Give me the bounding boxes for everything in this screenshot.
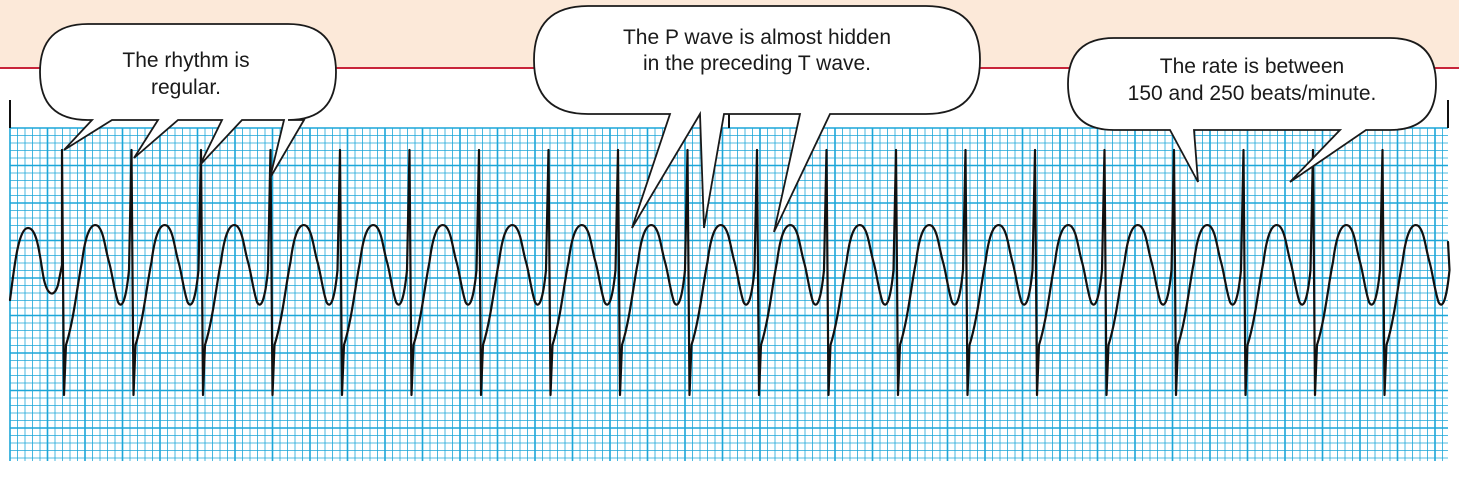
callout-bubble-rate (1067, 37, 1437, 183)
callout-bubble-p-wave (533, 5, 981, 233)
callout-p-wave-hidden: The P wave is almost hidden in the prece… (533, 5, 981, 233)
callout-rhythm-regular: The rhythm is regular. (39, 23, 337, 179)
callout-rhythm-line-2: regular. (151, 76, 221, 99)
callout-p-wave-line-2: in the preceding T wave. (643, 52, 871, 75)
callout-rhythm-line-1: The rhythm is (122, 49, 249, 72)
ecg-trace (8, 148, 1451, 397)
callout-rate-line-1: The rate is between (1160, 55, 1344, 78)
callout-rate-line-2: 150 and 250 beats/minute. (1128, 82, 1377, 105)
callout-p-wave-line-1: The P wave is almost hidden (623, 26, 891, 49)
callout-bubble-rhythm (39, 23, 337, 179)
callout-rate: The rate is between 150 and 250 beats/mi… (1067, 37, 1437, 183)
ecg-grid-paper (9, 127, 1448, 461)
